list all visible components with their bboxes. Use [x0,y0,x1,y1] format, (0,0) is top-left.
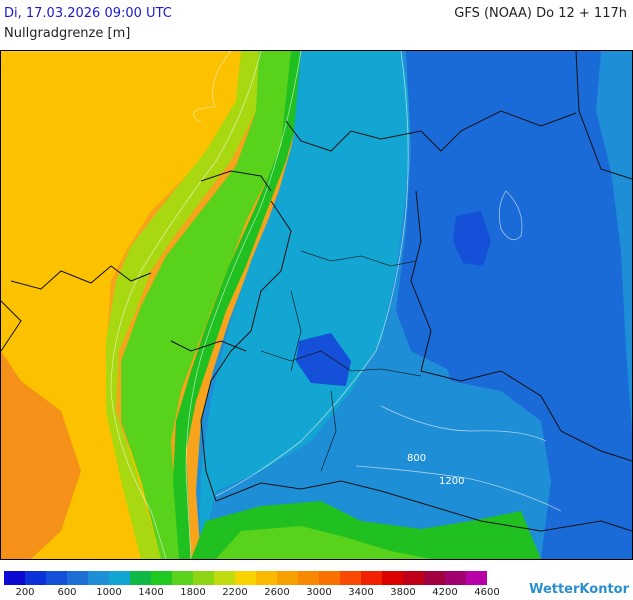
border-benelux [170,340,247,352]
legend-label: 600 [57,587,77,598]
legend-swatch [235,571,256,585]
legend-swatch [172,571,193,585]
isoline-5 [498,190,523,241]
legend-swatch [109,571,130,585]
color-legend-labels: 200 600 1000 1400 1800 2200 2600 3000 3400 3800 42… [4,587,524,599]
legend-label: 4600 [474,587,500,598]
state-border-4 [290,290,302,372]
legend-swatch [466,571,487,585]
legend-label: 1400 [138,587,164,598]
state-border-1 [300,250,417,267]
legend-label: 1800 [180,587,206,598]
header-datetime: Di, 17.03.2026 09:00 UTC [4,6,172,21]
isoline-1 [1,51,232,124]
field-dark-blue-cell-1 [453,211,491,266]
header-model-run: GFS (NOAA) Do 12 + 117h [454,6,627,21]
isoline-6 [380,405,547,442]
brand-logo-text[interactable]: WetterKontor [529,582,629,597]
header-variable: Nullgradgrenze [m] [4,26,131,41]
legend-label: 4200 [432,587,458,598]
legend-swatch [46,571,67,585]
legend-swatch [88,571,109,585]
border-west-germany [200,200,292,502]
field-alps-light-green [216,526,431,559]
legend-swatch [277,571,298,585]
state-border-3 [320,390,337,472]
legend-swatch [340,571,361,585]
field-green [173,51,311,559]
legend-swatch [25,571,46,585]
contour-label-1200: 1200 [439,476,464,487]
legend-swatch [4,571,25,585]
coastline-north [285,110,577,152]
border-alps [215,480,632,532]
legend-label: 2600 [264,587,290,598]
field-blue [396,51,632,559]
isoline-3 [185,51,302,559]
legend-label: 3800 [390,587,416,598]
state-border-2 [260,350,422,377]
map-canvas: 800 1200 [1,51,632,559]
legend-swatch [298,571,319,585]
legend-swatch [403,571,424,585]
legend-swatch [445,571,466,585]
isoline-7 [355,465,562,512]
field-light-green [121,51,301,559]
field-cyan [199,51,411,559]
field-orange-deep [1,351,81,559]
field-dark-blue-cell-2 [296,333,351,386]
contour-label-800: 800 [407,453,426,464]
coastline-england [10,265,152,290]
freezing-level-map[interactable]: 800 1200 [0,50,633,560]
legend-swatch [67,571,88,585]
legend-swatch [361,571,382,585]
legend-swatch [130,571,151,585]
border-east-germany [410,190,632,462]
isoline-2 [110,51,262,559]
legend-swatch [151,571,172,585]
border-east-1 [575,51,632,180]
legend-swatch [193,571,214,585]
color-legend [4,571,487,585]
legend-swatch [424,571,445,585]
coastline-netherlands [200,170,272,192]
coastline-west [1,300,22,352]
legend-swatch [214,571,235,585]
legend-label: 200 [15,587,35,598]
legend-label: 3400 [348,587,374,598]
field-yellow-green [106,51,261,559]
legend-label: 3000 [306,587,332,598]
isoline-4 [215,51,409,497]
legend-label: 1000 [96,587,122,598]
legend-swatch [256,571,277,585]
legend-label: 2200 [222,587,248,598]
legend-swatch [382,571,403,585]
legend-swatch [319,571,340,585]
